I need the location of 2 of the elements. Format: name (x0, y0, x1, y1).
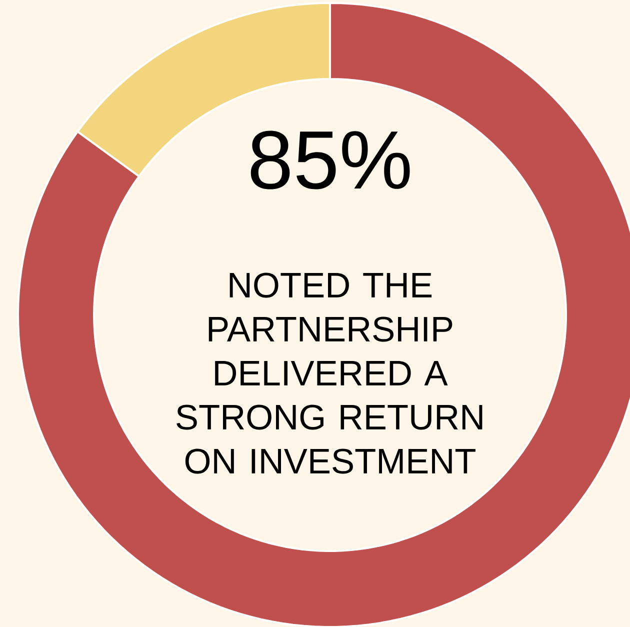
text: NOTED THE PARTNERSHIP DELIVERED A STRONG RETURN ON INVESTMENT (176, 272, 482, 474)
data-label: 85% (250, 130, 410, 190)
